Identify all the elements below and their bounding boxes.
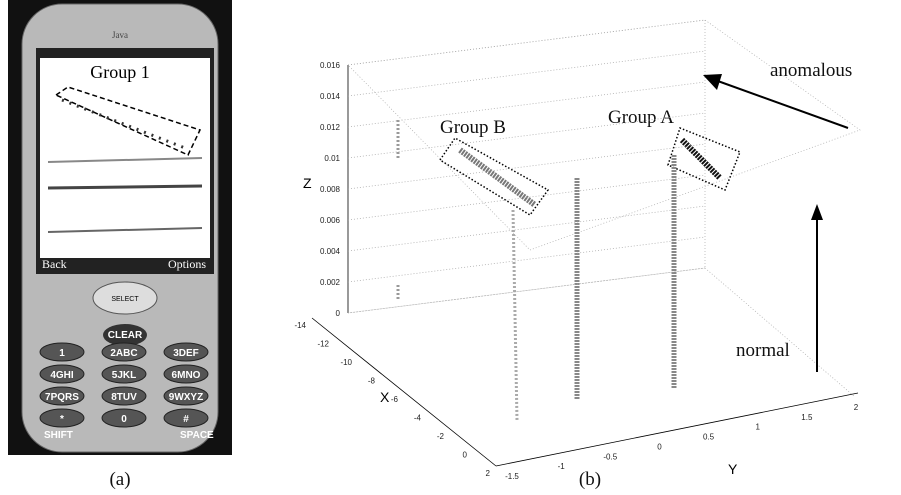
key-label: # <box>183 414 189 425</box>
annotation: anomalous <box>770 60 852 81</box>
space-label: SPACE <box>180 430 214 441</box>
key-label: 9WXYZ <box>169 392 203 403</box>
key[interactable] <box>163 342 209 362</box>
box-edge <box>347 267 706 314</box>
y-axis <box>495 392 859 467</box>
key-label: 6MNO <box>172 370 201 381</box>
key-label: 4GHI <box>50 370 74 381</box>
tick-label: 0.002 <box>320 278 341 287</box>
points <box>47 184 203 190</box>
points <box>458 147 537 208</box>
arrowhead <box>811 204 823 220</box>
key[interactable] <box>39 386 85 406</box>
key[interactable] <box>39 408 85 428</box>
axis-label: Y <box>728 461 738 477</box>
screen-title: Group 1 <box>90 62 150 82</box>
tick-label: 0 <box>463 451 468 460</box>
key-label: 3DEF <box>173 348 199 359</box>
key-label: 2ABC <box>110 348 137 359</box>
tick-label: -12 <box>317 340 329 349</box>
points <box>47 157 203 163</box>
tick-label: 1 <box>755 423 760 432</box>
tick-label: -4 <box>414 414 422 423</box>
key[interactable] <box>101 408 147 428</box>
plot-box <box>311 19 861 467</box>
tick-label: -8 <box>368 377 376 386</box>
softkey[interactable]: Options <box>168 257 206 271</box>
key[interactable] <box>101 342 147 362</box>
top-face <box>347 19 861 251</box>
tick-label: 0.008 <box>320 185 341 194</box>
tick-label: 0.012 <box>320 123 341 132</box>
tick-label: 0.006 <box>320 216 341 225</box>
tick-label: -14 <box>294 321 306 330</box>
clear-button[interactable] <box>103 324 147 346</box>
group-outline <box>54 86 202 156</box>
arrow <box>714 79 849 129</box>
points <box>511 209 519 421</box>
keypad: 1 2ABC 3DEF 4GHI 5JKL 6MNO 7PQRS 8TUV 9WXYZ * 0 # <box>39 342 209 428</box>
select-label: SELECT <box>111 296 139 303</box>
axis-label: X <box>380 389 390 405</box>
grid-line <box>347 19 706 66</box>
phone: Java Group 1 Back Options SELECT CLEAR 1… <box>8 0 232 455</box>
tick-label: 0.5 <box>703 433 715 442</box>
caption: (a) <box>109 469 130 490</box>
grid-line <box>347 50 706 97</box>
grid-line <box>347 236 706 283</box>
tick-label: -1 <box>558 462 566 471</box>
key-label: * <box>60 414 64 425</box>
arrowhead <box>703 74 722 90</box>
key-label: 0 <box>121 414 127 425</box>
key-label: 5JKL <box>112 370 136 381</box>
tick-label: -1.5 <box>505 472 519 481</box>
ticks: 0 0.002 0.004 0.006 0.008 0.01 0.012 0.014 0.016… <box>294 19 859 481</box>
tick-label: 0.014 <box>320 92 341 101</box>
tick-label: 0 <box>657 442 662 451</box>
tick-label: 0 <box>336 309 341 318</box>
key-label: 7PQRS <box>45 392 79 403</box>
tick-label: 0.016 <box>320 61 341 70</box>
softkey[interactable]: Back <box>42 257 67 271</box>
annotation: Group A <box>608 107 674 128</box>
tick-label: 1.5 <box>801 413 813 422</box>
tick-label: -2 <box>437 432 445 441</box>
axis-label: Z <box>303 175 312 191</box>
points <box>679 137 723 181</box>
key-label: 8TUV <box>111 392 137 403</box>
select-button[interactable] <box>92 281 158 315</box>
key[interactable] <box>163 364 209 384</box>
caption: (b) <box>579 469 601 490</box>
key[interactable] <box>39 342 85 362</box>
box-edge <box>704 267 856 398</box>
shift-label: SHIFT <box>44 430 73 441</box>
group-a-outline <box>667 127 741 191</box>
annotation: Group B <box>440 117 506 138</box>
tick-label: -10 <box>340 358 352 367</box>
brand: Java <box>112 30 128 40</box>
points <box>47 227 203 233</box>
key-label: 1 <box>59 348 65 359</box>
key[interactable] <box>101 364 147 384</box>
key[interactable] <box>163 408 209 428</box>
grid-line <box>347 143 706 190</box>
annotation: normal <box>736 340 790 361</box>
tick-label: 0.004 <box>320 247 341 256</box>
tick-label: -0.5 <box>603 452 617 461</box>
key[interactable] <box>39 364 85 384</box>
tick-label: 0.01 <box>324 154 340 163</box>
key[interactable] <box>163 386 209 406</box>
x-axis <box>311 317 497 467</box>
tick-label: 2 <box>854 403 859 412</box>
key[interactable] <box>101 386 147 406</box>
tick-label: 2 <box>486 469 491 478</box>
clear-label: CLEAR <box>108 330 143 341</box>
tick-label: -6 <box>391 395 399 404</box>
grid-line <box>347 267 706 314</box>
